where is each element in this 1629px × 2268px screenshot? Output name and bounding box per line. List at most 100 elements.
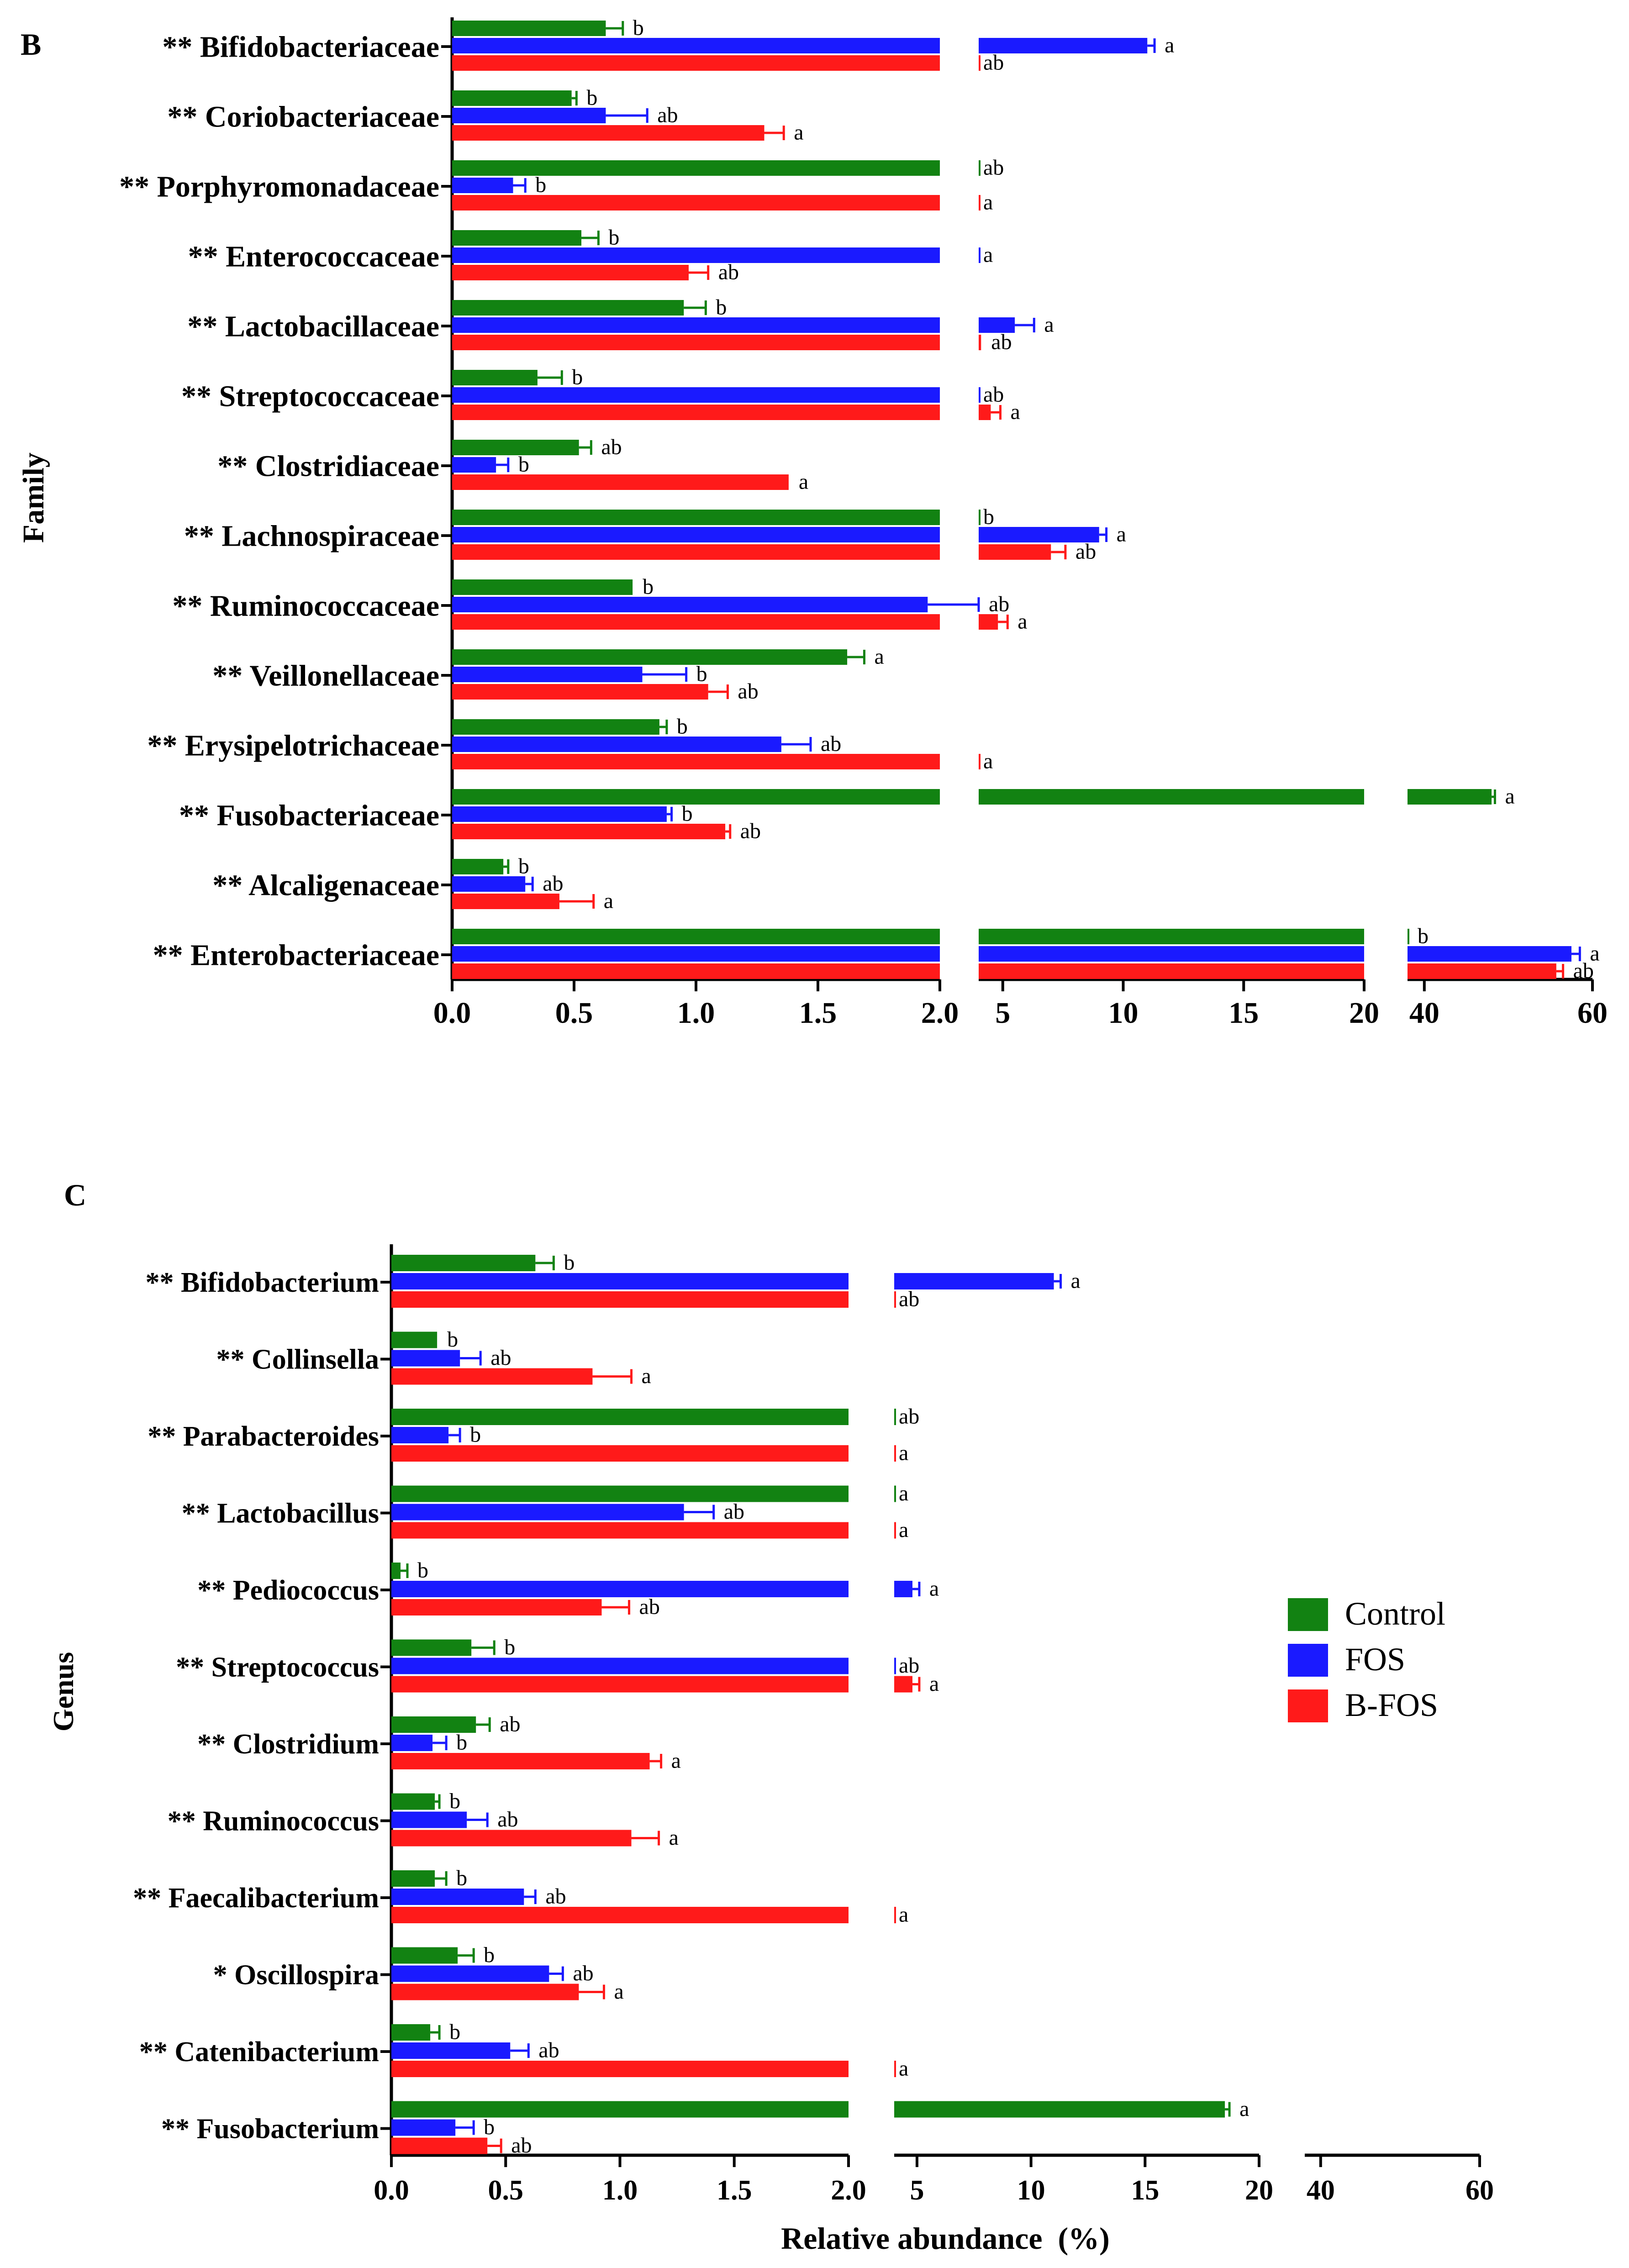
bar-bfos <box>452 963 940 979</box>
bar-fos <box>391 1350 460 1367</box>
significance-letter: ab <box>724 1500 744 1524</box>
bar-fos <box>452 387 940 403</box>
bar-fos <box>391 1658 849 1674</box>
significance-letter: a <box>983 242 993 267</box>
bar-bfos <box>391 1522 849 1539</box>
bar-fos <box>1408 946 1571 962</box>
bar-control <box>452 90 572 106</box>
bar-control <box>452 510 940 525</box>
significance-letter: b <box>572 365 583 389</box>
bar-fos <box>979 317 1015 333</box>
bar-control <box>452 370 538 385</box>
category-faecalibacterium: ** Faecalibacterium b ab a <box>133 1866 908 1926</box>
bar-fos <box>391 2042 511 2059</box>
legend-swatch-control <box>1288 1598 1328 1631</box>
bar-fos <box>979 946 1364 962</box>
bar-control <box>391 1947 458 1964</box>
bar-control <box>391 1409 849 1425</box>
bar-bfos <box>391 2137 488 2154</box>
bar-bfos <box>391 1907 849 1923</box>
category-label: ** Collinsella <box>216 1344 379 1375</box>
bar-fos <box>391 2119 456 2136</box>
x-tick-label: 0.5 <box>488 2175 524 2206</box>
significance-letter: a <box>983 190 993 214</box>
bar-bfos <box>1408 963 1556 979</box>
significance-letter: ab <box>639 1594 660 1619</box>
bar-fos <box>391 1581 849 1597</box>
significance-letter: a <box>1117 522 1126 546</box>
bar-bfos <box>452 335 940 350</box>
significance-letter: ab <box>511 2133 532 2157</box>
category-label: ** Porphyromonadaceae <box>119 170 439 203</box>
significance-letter: a <box>794 120 803 144</box>
significance-letter: ab <box>657 103 678 127</box>
category-label: ** Bifidobacterium <box>146 1267 379 1298</box>
bar-control <box>979 929 1364 944</box>
significance-letter: b <box>677 714 688 738</box>
category-streptococcaceae: ** Streptococcaceae b aba <box>181 365 1020 424</box>
x-tick-label: 5 <box>910 2175 924 2206</box>
category-label: ** Parabacteroides <box>148 1421 379 1452</box>
bar-bfos <box>452 125 764 141</box>
category-label: ** Fusobacteriaceae <box>179 799 439 832</box>
significance-letter: a <box>899 1481 908 1505</box>
x-tick-label: 20 <box>1245 2175 1273 2206</box>
category-label: ** Ruminococcaceae <box>172 589 439 622</box>
y-axis-title: Family <box>17 453 50 543</box>
x-tick-label: 60 <box>1466 2175 1494 2206</box>
x-tick-label: 0.0 <box>374 2175 409 2206</box>
category-lactobacillus: ** Lactobacillus a ab a <box>182 1481 909 1542</box>
bar-bfos <box>452 754 940 769</box>
bar-control <box>391 2024 431 2041</box>
bar-fos <box>452 597 928 612</box>
category-catenibacterium: ** Catenibacterium b ab a <box>139 2020 909 2080</box>
significance-letter: b <box>633 16 644 40</box>
category-label: ** Enterobacteriaceae <box>153 938 439 972</box>
bar-control <box>452 21 606 36</box>
bar-bfos <box>979 55 981 71</box>
category-label: ** Streptococcaceae <box>181 379 439 413</box>
significance-letter: a <box>642 1364 651 1388</box>
legend-label-bfos: B-FOS <box>1345 1687 1438 1723</box>
significance-letter: ab <box>738 679 758 703</box>
significance-letter: a <box>1010 400 1020 424</box>
category-label: ** Pediococcus <box>197 1575 379 1606</box>
bar-fos <box>452 527 940 542</box>
legend-label-control: Control <box>1345 1595 1445 1632</box>
legend: Control FOS B-FOS <box>1288 1595 1445 1723</box>
bar-fos <box>452 178 513 193</box>
bar-control <box>979 789 1364 805</box>
significance-letter: ab <box>899 1404 919 1428</box>
significance-letter: ab <box>740 819 761 843</box>
significance-letter: ab <box>545 1884 566 1908</box>
significance-letter: b <box>449 2020 460 2044</box>
bar-bfos <box>452 265 689 280</box>
significance-letter: b <box>564 1250 575 1274</box>
significance-letter: b <box>504 1635 515 1659</box>
bar-fos <box>391 1427 449 1443</box>
bar-control <box>391 1793 435 1810</box>
bar-control <box>391 1563 401 1579</box>
category-clostridium: ** Clostridium ab b a <box>197 1712 681 1773</box>
significance-letter: a <box>899 1518 908 1542</box>
significance-letter: b <box>484 1943 495 1967</box>
y-axis-title: Genus <box>47 1652 79 1731</box>
significance-letter: b <box>608 225 619 249</box>
bar-fos <box>452 247 940 263</box>
category-enterobacteriaceae: ** Enterobacteriaceae b aab <box>153 924 1600 983</box>
category-collinsella: ** Collinsella b ab a <box>216 1327 651 1388</box>
category-coriobacteriaceae: ** Coriobacteriaceae b ab a <box>167 85 803 144</box>
bar-control <box>391 1639 472 1656</box>
category-ruminococcaceae: ** Ruminococcaceae b aba <box>172 574 1027 633</box>
bar-control <box>894 2101 1225 2118</box>
significance-letter: a <box>899 1902 908 1926</box>
significance-letter: ab <box>601 435 622 459</box>
x-tick-label: 1.5 <box>799 996 837 1030</box>
bar-bfos <box>979 335 981 350</box>
category-label: ** Faecalibacterium <box>133 1883 379 1914</box>
panel-letter: B <box>21 27 41 62</box>
bar-control <box>452 440 579 455</box>
bar-control <box>894 1485 896 1502</box>
panel-b: B Family 0.0 0.5 1.0 1.5 2.0 5 10 15 20 40 60 ** Bifi… <box>17 16 1608 1030</box>
bar-bfos <box>391 1676 849 1693</box>
